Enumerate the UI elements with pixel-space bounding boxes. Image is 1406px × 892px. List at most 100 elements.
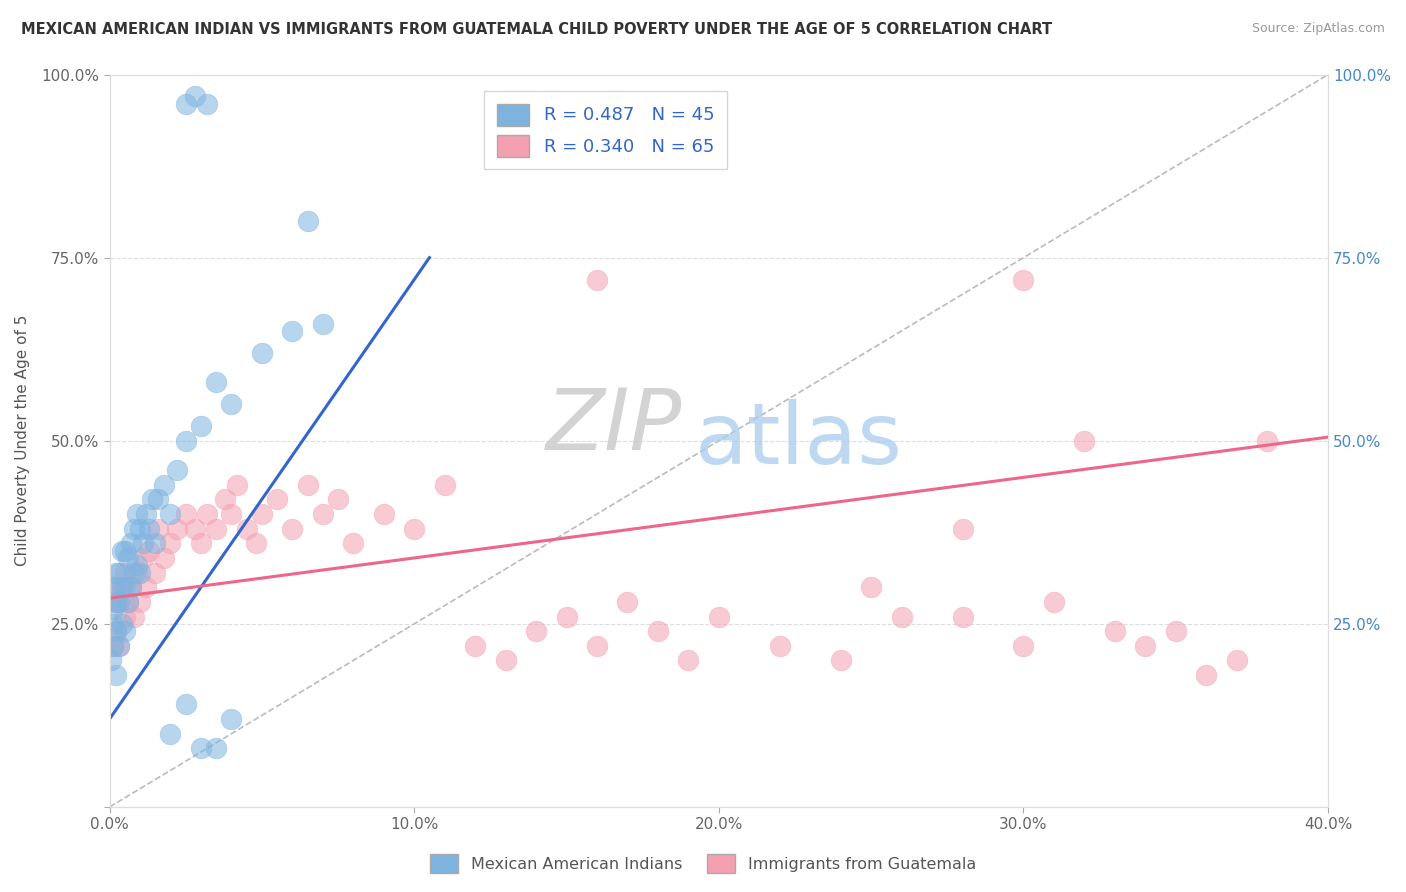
Point [129,595,152,609]
Point [101,580,124,594]
Point [297,214,319,228]
Point [174,434,197,448]
Point [159,727,181,741]
Point [1256,434,1278,448]
Point [159,507,181,521]
Point [166,522,188,536]
Point [166,463,188,477]
Point [122,609,145,624]
Point [132,536,155,550]
Point [174,507,197,521]
Point [114,624,136,639]
Point [111,580,134,594]
Point [245,536,267,550]
Point [1012,639,1035,653]
Point [101,639,124,653]
Point [281,324,304,338]
Point [1073,434,1095,448]
Point [125,566,148,580]
Point [114,566,136,580]
Point [114,543,136,558]
Point [107,566,129,580]
Point [101,595,124,609]
Point [111,580,134,594]
Point [524,624,547,639]
Point [616,595,638,609]
Point [159,536,181,550]
Point [107,595,129,609]
Point [114,609,136,624]
Point [135,580,157,594]
Point [107,639,129,653]
Point [250,346,273,360]
Point [117,550,139,565]
Point [555,609,578,624]
Point [312,317,335,331]
Point [707,609,730,624]
Point [138,543,160,558]
Point [104,595,127,609]
Point [1104,624,1126,639]
Point [342,536,364,550]
Point [104,580,127,594]
Point [952,522,974,536]
Point [132,550,155,565]
Point [104,566,127,580]
Point [148,522,170,536]
Point [141,492,163,507]
Point [464,639,486,653]
Point [586,639,609,653]
Point [214,492,236,507]
Point [174,698,197,712]
Point [104,668,127,682]
Point [190,536,212,550]
Legend: R = 0.487   N = 45, R = 0.340   N = 65: R = 0.487 N = 45, R = 0.340 N = 65 [484,91,727,169]
Point [1195,668,1218,682]
Point [404,522,426,536]
Point [952,609,974,624]
Point [138,522,160,536]
Point [860,580,883,594]
Point [122,522,145,536]
Text: Source: ZipAtlas.com: Source: ZipAtlas.com [1251,22,1385,36]
Point [647,624,669,639]
Point [221,712,243,726]
Point [148,492,170,507]
Point [830,653,852,667]
Point [266,492,288,507]
Text: MEXICAN AMERICAN INDIAN VS IMMIGRANTS FROM GUATEMALA CHILD POVERTY UNDER THE AGE: MEXICAN AMERICAN INDIAN VS IMMIGRANTS FR… [21,22,1052,37]
Point [195,507,218,521]
Point [221,397,243,411]
Point [195,96,218,111]
Point [101,602,124,616]
Legend: Mexican American Indians, Immigrants from Guatemala: Mexican American Indians, Immigrants fro… [423,847,983,880]
Point [235,522,257,536]
Point [433,477,456,491]
Point [120,580,142,594]
Point [184,89,207,103]
Point [1164,624,1187,639]
Point [190,419,212,434]
Point [1135,639,1157,653]
Point [153,477,176,491]
Point [104,624,127,639]
Point [250,507,273,521]
Point [184,522,207,536]
Point [125,558,148,573]
Point [100,653,122,667]
Point [129,522,152,536]
Text: atlas: atlas [695,400,903,483]
Point [114,580,136,594]
Point [107,595,129,609]
Point [495,653,517,667]
Point [205,522,228,536]
Point [1043,595,1066,609]
Point [143,536,166,550]
Point [205,741,228,756]
Point [143,566,166,580]
Point [101,639,124,653]
Point [281,522,304,536]
Point [125,507,148,521]
Point [373,507,395,521]
Point [297,477,319,491]
